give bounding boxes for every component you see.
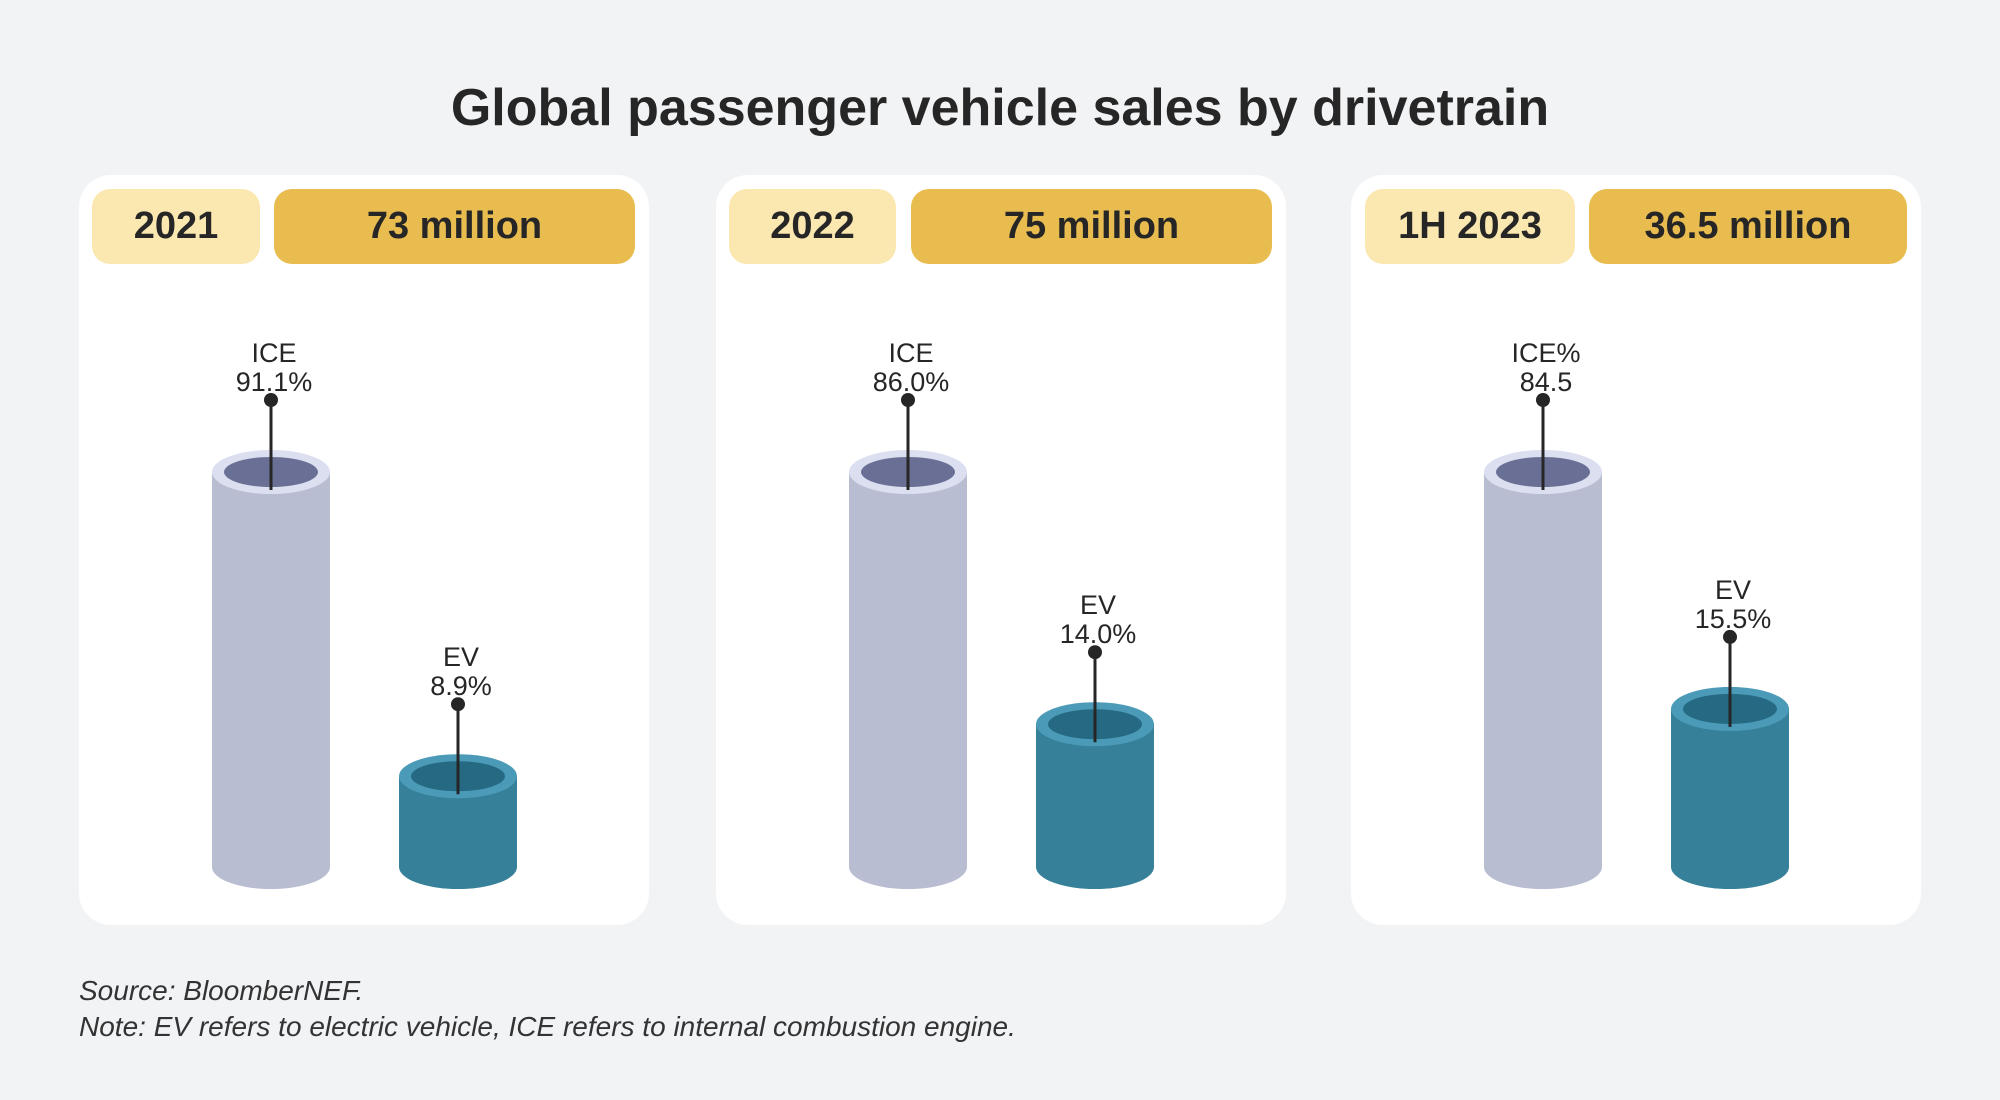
panel-1h-2023: 1H 2023 36.5 million ICE% 84.5 EV 15.5% — [1351, 175, 1921, 925]
source-note: Source: BloomberNEF. — [79, 975, 364, 1006]
ev-label: EV — [443, 642, 479, 672]
ice-leader-dot — [264, 393, 278, 407]
ice-leader-dot — [901, 393, 915, 407]
total-pill: 36.5 million — [1589, 189, 1907, 264]
ice-label: ICE — [888, 338, 933, 368]
panel-2022: 2022 75 million ICE 86.0% EV 14.0% — [716, 175, 1286, 925]
ev-leader-dot — [1088, 645, 1102, 660]
ev-value-label: 15.5% — [1695, 604, 1772, 634]
total-pill: 75 million — [911, 189, 1272, 264]
ev-label: EV — [1715, 575, 1751, 605]
ev-leader-dot — [451, 697, 465, 712]
ev-label: EV — [1080, 590, 1116, 620]
ice-leader-dot — [1536, 393, 1550, 407]
ice-cylinder-body — [849, 472, 967, 867]
ice-value-label: 84.5 — [1520, 367, 1573, 397]
panel-2021: 2021 73 million ICE 91.1% EV 8.9% — [79, 175, 649, 925]
ice-label: ICE — [251, 338, 296, 368]
chart-title: Global passenger vehicle sales by drivet… — [450, 79, 1550, 137]
period-pill: 1H 2023 — [1365, 189, 1575, 264]
ice-value-label: 91.1% — [236, 367, 313, 397]
ev-cylinder-body — [1036, 724, 1154, 867]
ice-cylinder-body — [212, 472, 330, 867]
ice-value-label: 86.0% — [873, 367, 950, 397]
ice-label: ICE% — [1511, 338, 1580, 368]
ev-value-label: 14.0% — [1060, 619, 1137, 649]
total-pill: 73 million — [274, 189, 635, 264]
period-pill: 2021 — [92, 189, 260, 264]
footnote: Note: EV refers to electric vehicle, ICE… — [79, 1011, 1016, 1042]
ice-cylinder-body — [1484, 472, 1602, 867]
period-pill: 2022 — [729, 189, 896, 264]
ev-value-label: 8.9% — [430, 671, 492, 701]
ev-cylinder-body — [1671, 708, 1789, 867]
ev-leader-dot — [1723, 629, 1737, 644]
